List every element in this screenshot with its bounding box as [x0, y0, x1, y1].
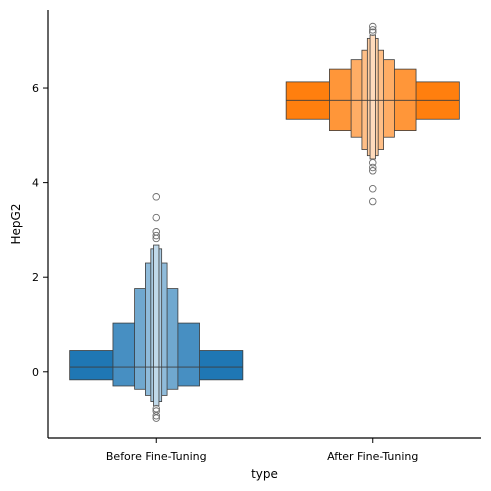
boxen-box: [369, 34, 376, 160]
group-0: [69, 193, 244, 422]
outlier-point: [369, 185, 377, 193]
outlier-point: [369, 28, 377, 36]
x-axis-label: type: [251, 467, 278, 481]
outlier-point: [152, 407, 160, 415]
group-1: [285, 22, 460, 206]
outlier-point: [152, 412, 160, 420]
outlier-point: [152, 231, 160, 240]
outlier-point: [152, 213, 160, 222]
x-tick-label: After Fine-Tuning: [327, 450, 418, 463]
y-tick-label: 6: [32, 82, 39, 95]
boxen-box: [153, 244, 160, 407]
y-tick-label: 4: [32, 177, 39, 190]
outlier-point: [152, 228, 160, 236]
outlier-point: [152, 404, 160, 413]
x-tick-label: Before Fine-Tuning: [106, 450, 207, 463]
outlier-point: [369, 163, 377, 172]
outlier-point: [152, 193, 160, 201]
y-tick-label: 2: [32, 271, 39, 284]
y-axis-label: HepG2: [9, 204, 23, 245]
outlier-point: [152, 414, 160, 422]
plot-area: [69, 22, 460, 422]
y-axis-ticks: 0 2 4 6: [32, 82, 48, 379]
outlier-point: [369, 159, 377, 167]
x-axis-ticks: Before Fine-Tuning After Fine-Tuning: [106, 438, 418, 463]
outlier-point: [369, 26, 377, 34]
outlier-point: [369, 22, 377, 31]
outlier-point: [369, 167, 377, 175]
y-tick-label: 0: [32, 366, 39, 379]
outlier-point: [369, 197, 377, 206]
